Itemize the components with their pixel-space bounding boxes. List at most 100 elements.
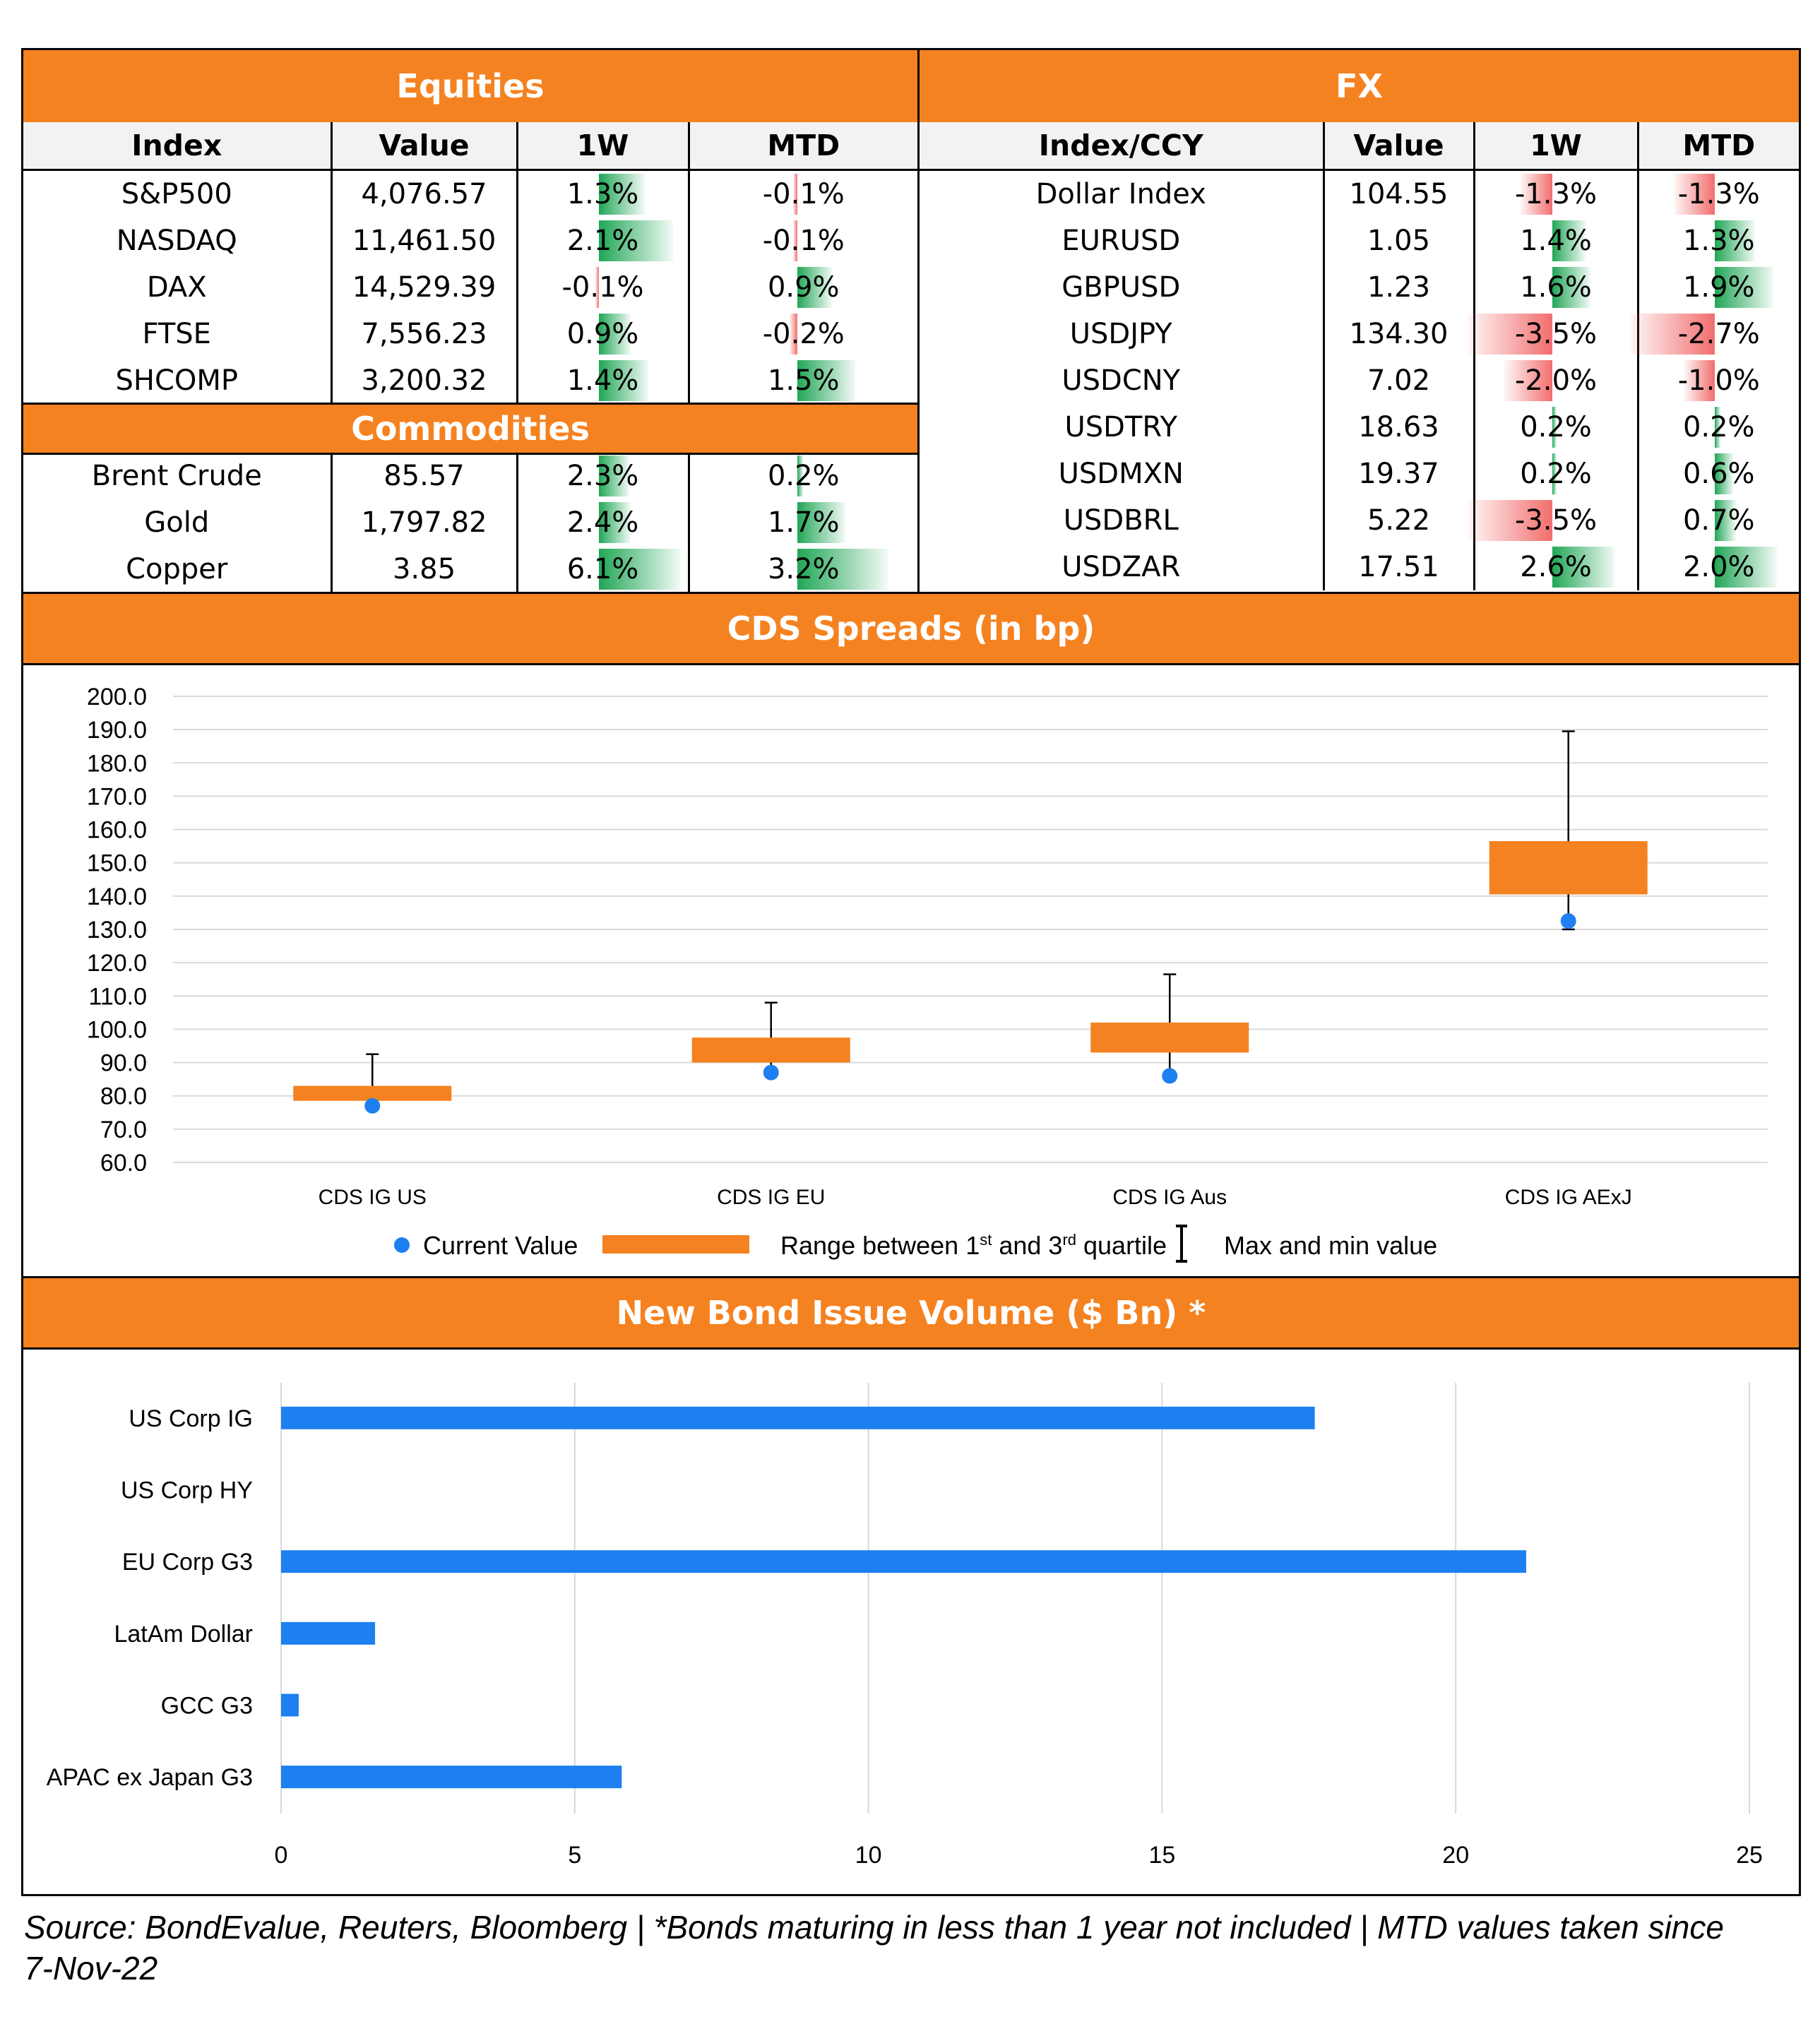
bond-x-tick-label: 10 [855, 1842, 882, 1869]
cell-text-w1: 1.4% [1520, 225, 1592, 257]
positive-databar [1552, 547, 1614, 588]
cell-w1: 1.6% [1473, 264, 1638, 311]
cds-iqr-box [691, 1037, 850, 1063]
cell-mtd: 3.2% [687, 546, 917, 593]
bond-y-category-label: LatAm Dollar [114, 1621, 253, 1648]
cell-mtd: -1.0% [1636, 357, 1799, 404]
table-row: GBPUSD 1.23 1.6% 1.9% [920, 264, 1799, 311]
cds-y-tick-label: 130.0 [87, 917, 147, 943]
cell-mtd: 0.9% [687, 264, 917, 311]
commodities-header: Commodities [21, 403, 920, 455]
cell-name: USDZAR [920, 544, 1324, 590]
equities-header-1: Value [330, 122, 517, 171]
cell-value: 3,200.32 [330, 357, 517, 404]
cell-text-name: USDCNY [1061, 364, 1181, 397]
cds-current-point [364, 1097, 381, 1114]
cell-text-mtd: 1.9% [1682, 271, 1755, 304]
cell-w1: 2.4% [516, 499, 689, 546]
cell-mtd: -0.1% [687, 169, 917, 218]
table-row: USDCNY 7.02 -2.0% -1.0% [920, 357, 1799, 404]
positive-databar [598, 502, 631, 543]
equities-title: Equities [396, 67, 545, 105]
cell-value: 85.57 [330, 453, 517, 499]
cds-iqr-box [1489, 841, 1648, 895]
cds-y-tick-label: 80.0 [100, 1083, 147, 1110]
cell-name: USDBRL [920, 497, 1324, 544]
cds-y-tick-label: 200.0 [87, 684, 147, 710]
cell-text-w1: 1.3% [566, 178, 639, 210]
bond-chart-frame: 0 5 10 15 20 25 US Corp IG US Corp HY EU Corp G3… [21, 1347, 1801, 1896]
commodities-title: Commodities [351, 410, 590, 448]
cell-text-mtd: 0.2% [1682, 411, 1755, 443]
positive-databar [797, 502, 845, 543]
cell-text-value: 3,200.32 [361, 364, 487, 397]
negative-databar [1521, 174, 1552, 215]
cds-x-tick-label: CDS IG AExJ [1505, 1186, 1632, 1209]
cell-w1: -3.5% [1468, 311, 1638, 357]
fx-header-3: MTD [1636, 122, 1799, 171]
cell-text-name: USDZAR [1061, 551, 1181, 583]
cell-text-name: USDBRL [1063, 504, 1179, 537]
legend-range-swatch [602, 1235, 749, 1254]
negative-databar [789, 314, 797, 355]
cell-text-name: FTSE [142, 318, 211, 350]
cell-w1: 1.3% [516, 169, 689, 218]
cell-value: 3.85 [330, 546, 517, 593]
positive-databar [1714, 453, 1734, 494]
fx-table: Index/CCY Value 1W MTD Dollar Index 104.55 -1… [917, 122, 1801, 594]
bond-y-category-label: US Corp IG [129, 1405, 253, 1432]
bond-bar [281, 1693, 299, 1717]
cell-value: 19.37 [1322, 451, 1474, 497]
cell-mtd: 0.7% [1636, 497, 1799, 544]
cell-text-w1: -1.3% [1514, 178, 1598, 210]
cell-name: S&P500 [23, 170, 331, 218]
cell-mtd: 1.5% [687, 357, 917, 404]
positive-databar [1552, 453, 1557, 494]
cell-text-mtd: -1.0% [1677, 364, 1760, 397]
cds-legend: Current Value Range between 1st and 3rd q… [394, 1225, 1437, 1263]
table-row: S&P500 4,076.57 1.3% -0.1% [23, 169, 917, 218]
cell-text-w1: 2.4% [566, 506, 639, 539]
cell-mtd: -2.7% [1630, 311, 1799, 357]
positive-databar [797, 360, 856, 401]
cds-current-point [763, 1064, 779, 1080]
table-row: SHCOMP 3,200.32 1.4% 1.5% [23, 357, 917, 404]
cell-text-value: 19.37 [1358, 458, 1439, 490]
cds-gridlines [173, 696, 1768, 1163]
cell-text-name: DAX [146, 271, 207, 304]
bond-title: New Bond Issue Volume ($ Bn) * [616, 1294, 1206, 1332]
cell-mtd: 1.9% [1636, 264, 1799, 311]
legend-maxmin-label: Max and min value [1224, 1231, 1437, 1260]
positive-databar [1714, 500, 1737, 541]
cds-y-tick-label: 120.0 [87, 950, 147, 977]
cell-text-name: Gold [144, 506, 210, 539]
cell-text-value: 7,556.23 [361, 318, 487, 350]
cell-text-name: NASDAQ [116, 225, 237, 257]
cell-mtd: 1.7% [687, 499, 917, 546]
cell-text-name: S&P500 [121, 178, 232, 210]
cell-text-name: USDJPY [1069, 318, 1172, 350]
cell-text-w1: 6.1% [566, 553, 639, 585]
cell-text-value: 4,076.57 [361, 178, 487, 210]
cell-text-name: USDTRY [1064, 411, 1178, 443]
table-row: USDTRY 18.63 0.2% 0.2% [920, 404, 1799, 451]
cell-value: 14,529.39 [330, 264, 517, 311]
cds-iqr-box [1090, 1023, 1249, 1053]
cds-y-tick-label: 70.0 [100, 1117, 147, 1143]
bond-bar [281, 1766, 622, 1789]
cell-text-name: Copper [126, 553, 228, 585]
cds-y-tick-label: 150.0 [87, 850, 147, 877]
cell-mtd: -1.3% [1636, 169, 1799, 218]
table-row: Copper 3.85 6.1% 3.2% [23, 546, 917, 593]
cds-current-point [1162, 1068, 1178, 1084]
cell-text-name: Dollar Index [1035, 178, 1206, 210]
cds-y-tick-label: 160.0 [87, 817, 147, 844]
cell-text-mtd: -1.3% [1677, 178, 1760, 210]
cell-value: 1.23 [1322, 264, 1474, 311]
bond-chart: 0 5 10 15 20 25 US Corp IG US Corp HY EU Corp G3… [47, 1383, 1763, 1869]
cell-value: 4,076.57 [330, 169, 517, 218]
cds-y-tick-label: 60.0 [100, 1150, 147, 1177]
negative-databar [1504, 360, 1552, 401]
cell-text-value: 134.30 [1349, 318, 1449, 350]
cell-value: 104.55 [1322, 169, 1474, 218]
